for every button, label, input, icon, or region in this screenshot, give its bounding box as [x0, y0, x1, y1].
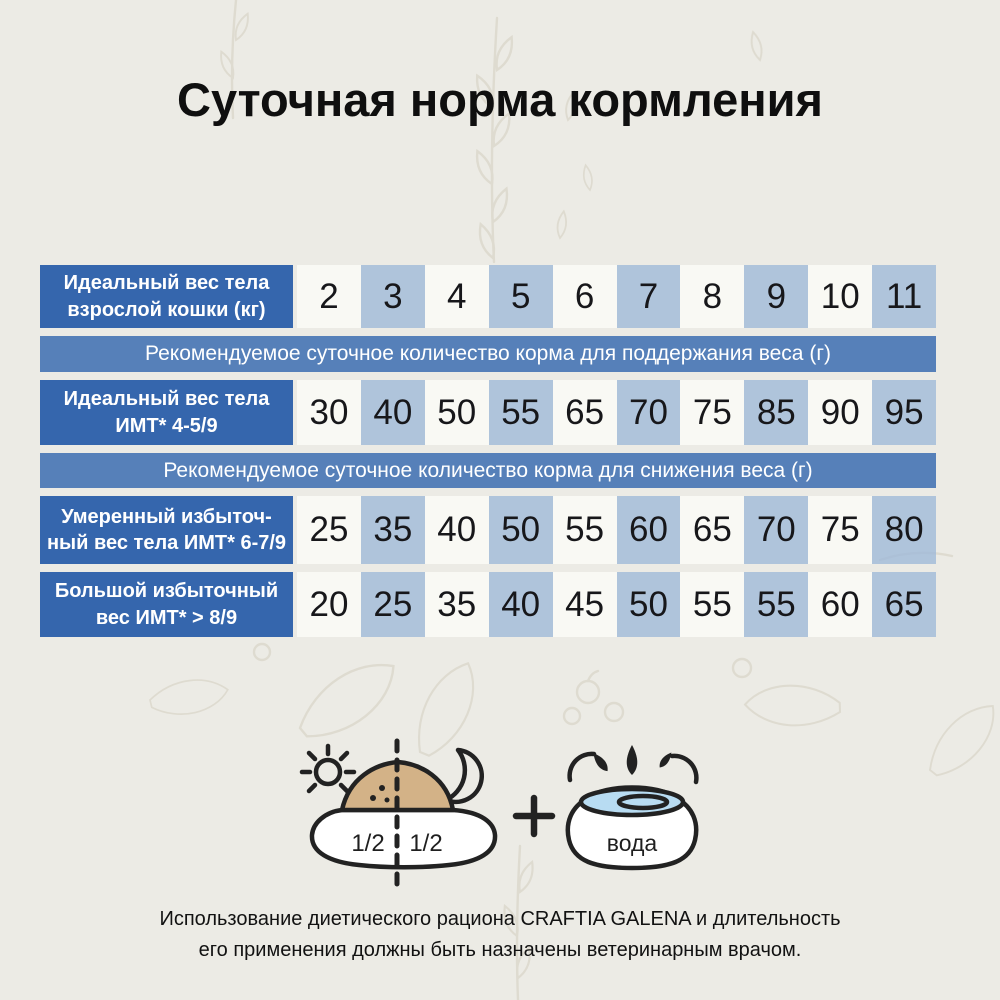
row-cells: 2 3 4 5 6 7 8 9 10 11: [297, 265, 937, 328]
value-cell: 75: [680, 380, 745, 445]
value-cell: 60: [808, 572, 873, 637]
value-cell: 7: [616, 265, 681, 328]
footer-line: его применения должны быть назначены вет…: [198, 939, 802, 961]
row-label: Большой избыточный вес ИМТ* > 8/9: [40, 572, 293, 637]
row-label: Идеальный вес тела ИМТ* 4-5/9: [40, 380, 293, 445]
value-cell: 30: [297, 380, 361, 445]
value-cell: 70: [616, 380, 681, 445]
row-label-line: ный вес тела ИМТ* 6-7/9: [46, 532, 287, 554]
row-label-line: взрослой кошки (кг): [67, 298, 266, 321]
value-cell: 50: [488, 496, 553, 564]
row-label-line: вес ИМТ* > 8/9: [95, 606, 238, 629]
bowl-body: [309, 807, 498, 870]
value-cell: 85: [744, 380, 809, 445]
section-band-label: Рекомендуемое суточное количество корма …: [145, 342, 831, 365]
section-band: Рекомендуемое суточное количество корма …: [40, 453, 936, 488]
water-label: вода: [607, 830, 658, 856]
section-band: Рекомендуемое суточное количество корма …: [40, 336, 936, 372]
page-title: Суточная норма кормления: [177, 73, 823, 126]
value-cell: 75: [808, 496, 873, 564]
value-cell: 45: [552, 572, 617, 637]
value-cell: 90: [808, 380, 873, 445]
value-cell: 55: [680, 572, 745, 637]
table-row: Большой избыточный вес ИМТ* > 8/9 20 25 …: [40, 572, 937, 637]
value-cell: 10: [808, 265, 873, 328]
value-cell: 4: [424, 265, 489, 328]
value-cell: 65: [680, 496, 745, 564]
table-row: Умеренный избыточ- ный вес тела ИМТ* 6-7…: [40, 496, 937, 564]
value-cell: 60: [616, 496, 681, 564]
value-cell: 70: [744, 496, 809, 564]
value-cell: 35: [424, 572, 489, 637]
plus-icon: [512, 794, 556, 838]
value-cell: 6: [552, 265, 617, 328]
value-cell: 55: [552, 496, 617, 564]
value-cell: 65: [552, 380, 617, 445]
value-cell: 11: [872, 265, 937, 328]
value-cell: 40: [360, 380, 425, 445]
value-cell: 25: [297, 496, 361, 564]
sun-icon: [299, 743, 357, 794]
value-cell: 9: [744, 265, 809, 328]
water-splash-icon: [567, 745, 699, 785]
water-ripple: [616, 793, 670, 811]
row-label-line: ИМТ* 4-5/9: [115, 414, 218, 437]
table-row: Идеальный вес тела взрослой кошки (кг) 2…: [40, 265, 937, 328]
value-cell: 3: [360, 265, 425, 328]
footer-note: Использование диетического рациона CRAFT…: [0, 904, 1000, 966]
kibble-dots: [370, 785, 390, 803]
value-cell: 2: [297, 265, 361, 328]
section-band-label: Рекомендуемое суточное количество корма …: [163, 458, 813, 482]
row-label-line: Идеальный вес тела: [63, 272, 270, 295]
value-cell: 40: [488, 572, 553, 637]
value-cell: 55: [488, 380, 553, 445]
value-cell: 25: [360, 572, 425, 637]
value-cell: 5: [488, 265, 553, 328]
feeding-table: Идеальный вес тела взрослой кошки (кг) 2…: [40, 265, 937, 645]
row-cells: 25 35 40 50 55 60 65 70 75 80: [297, 496, 937, 564]
row-cells: 20 25 35 40 45 50 55 55 60 65: [297, 572, 937, 637]
value-cell: 35: [360, 496, 425, 564]
value-cell: 8: [680, 265, 745, 328]
value-cell: 55: [744, 572, 809, 637]
value-cell: 20: [297, 572, 361, 637]
row-label: Идеальный вес тела взрослой кошки (кг): [40, 265, 293, 328]
row-label-line: Большой избыточный: [54, 580, 279, 603]
row-label-line: Идеальный вес тела: [63, 388, 270, 411]
half-portion-label-left: 1/2: [351, 830, 384, 857]
row-label-line: Умеренный избыточ-: [61, 505, 272, 528]
row-label: Умеренный избыточ- ный вес тела ИМТ* 6-7…: [40, 496, 293, 564]
value-cell: 95: [872, 380, 937, 445]
table-row: Идеальный вес тела ИМТ* 4-5/9 30 40 50 5…: [40, 380, 937, 445]
footer-line: Использование диетического рациона CRAFT…: [159, 908, 841, 930]
value-cell: 65: [872, 572, 937, 637]
value-cell: 40: [424, 496, 489, 564]
moon-icon: [443, 747, 484, 805]
value-cell: 50: [424, 380, 489, 445]
half-portion-label-right: 1/2: [409, 830, 442, 857]
food-bowl-icon: 1/2 1/2: [299, 738, 498, 890]
value-cell: 80: [872, 496, 937, 564]
value-cell: 50: [616, 572, 681, 637]
row-cells: 30 40 50 55 65 70 75 85 90 95: [297, 380, 937, 445]
water-bowl-icon: вода: [565, 745, 699, 871]
